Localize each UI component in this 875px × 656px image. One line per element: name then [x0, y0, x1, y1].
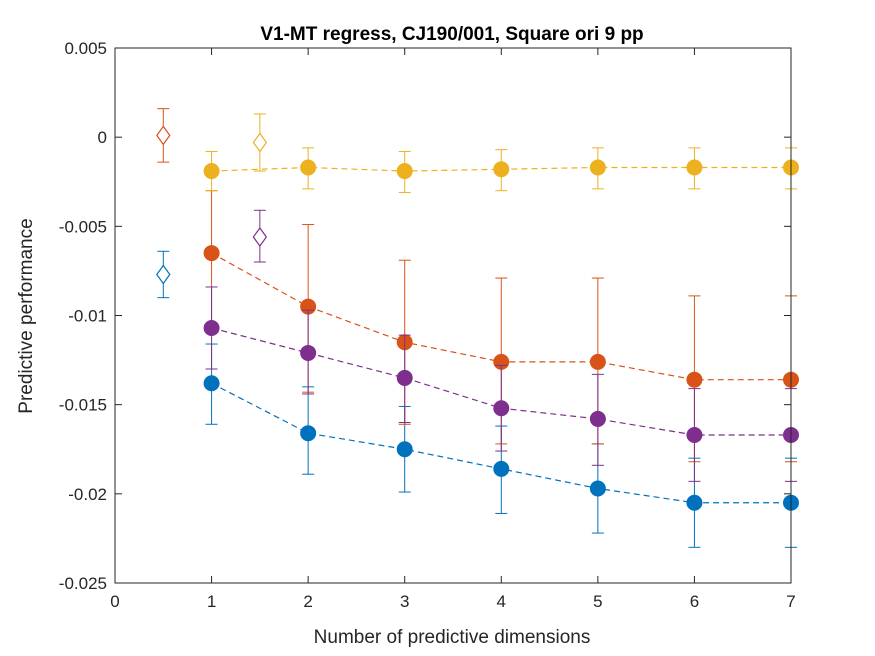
x-tick-label: 1 [207, 592, 216, 611]
x-tick-label: 5 [593, 592, 602, 611]
axes-layer: 0 1 2 3 4 5 6 7 0.005 0 -0.005 -0.01 -0.015 -0.02 -0.0… [59, 39, 796, 611]
data-point [396, 369, 413, 386]
x-tick-label: 0 [110, 592, 119, 611]
data-point [396, 163, 413, 180]
x-tick-label: 7 [786, 592, 795, 611]
x-tick-label: 4 [497, 592, 506, 611]
reference-diamond-point [252, 227, 268, 248]
chart-title: V1-MT regress, CJ190/001, Square ori 9 p… [260, 24, 643, 45]
data-point [589, 353, 606, 370]
plot-area [115, 48, 791, 583]
y-tick-label: -0.005 [59, 217, 107, 236]
data-point [493, 161, 510, 178]
y-tick-label: -0.01 [68, 307, 107, 326]
y-axis-label: Predictive performance [16, 218, 37, 413]
x-tick-label: 3 [400, 592, 409, 611]
y-tick-label: -0.02 [68, 485, 107, 504]
x-axis-label: Number of predictive dimensions [314, 627, 591, 648]
reference-diamond-point [252, 132, 268, 153]
data-point [589, 480, 606, 497]
y-tick-label: 0.005 [64, 39, 107, 58]
x-tick-label: 2 [303, 592, 312, 611]
data-point [493, 400, 510, 417]
data-point [686, 159, 703, 176]
data-point [203, 319, 220, 336]
reference-diamond-point [156, 125, 171, 146]
data-point [686, 494, 703, 511]
data-point [493, 460, 510, 477]
data-point [300, 425, 317, 442]
data-point [300, 159, 317, 176]
data-point [589, 410, 606, 427]
data-point [203, 245, 220, 262]
series-4 [203, 209, 799, 482]
data-point [203, 163, 220, 180]
data-point [203, 375, 220, 392]
data-point [589, 159, 606, 176]
data-point [686, 371, 703, 388]
data-point [686, 426, 703, 443]
data-point [300, 344, 317, 361]
y-tick-label: 0 [98, 128, 107, 147]
y-tick-label: -0.015 [59, 396, 107, 415]
y-tick-label: -0.025 [59, 574, 107, 593]
x-tick-label: 6 [690, 592, 699, 611]
data-point [396, 441, 413, 458]
reference-diamond-point [156, 264, 171, 285]
